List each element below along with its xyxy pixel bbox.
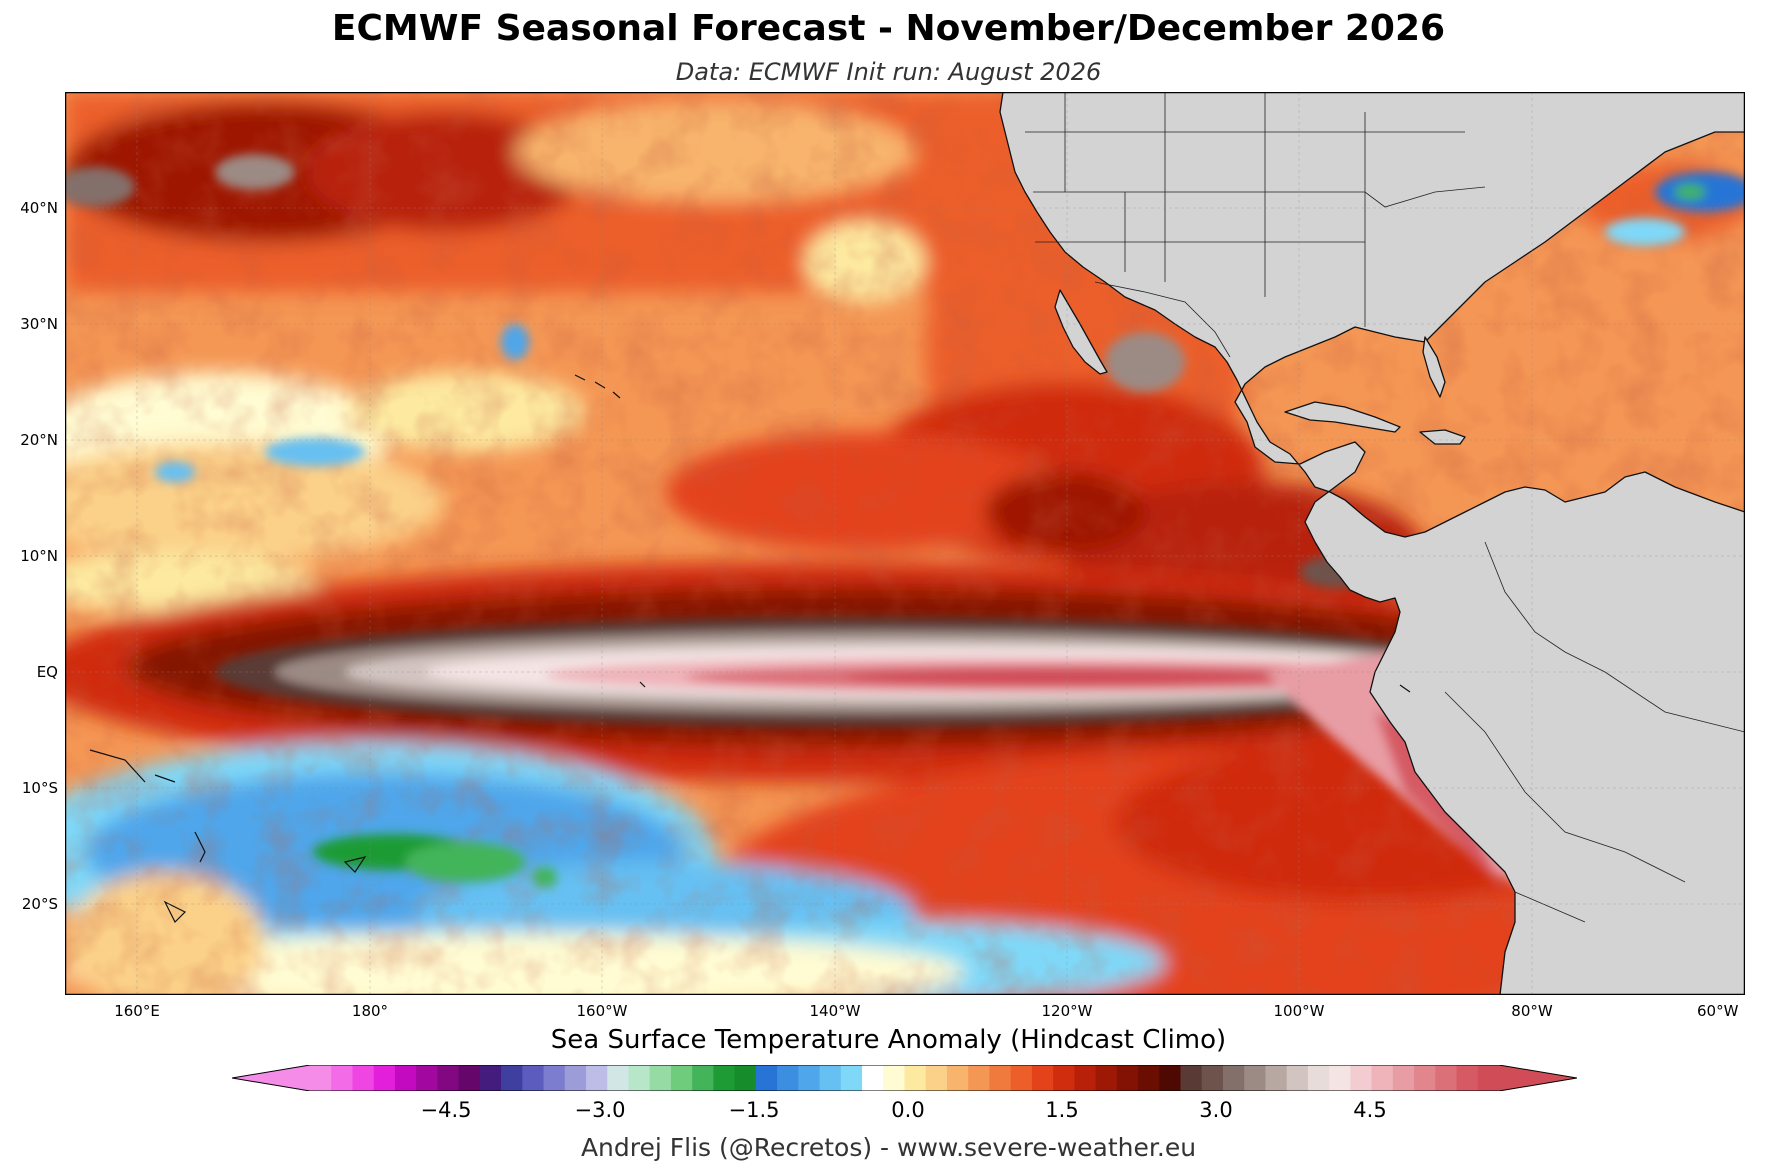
colorbar-segment [968, 1065, 991, 1091]
colorbar-segment [458, 1065, 481, 1091]
colorbar-segment [1031, 1065, 1054, 1091]
lon-label-180: 180° [351, 1002, 389, 1020]
colorbar-segment [437, 1065, 460, 1091]
colorbar-segment [352, 1065, 375, 1091]
lon-label-100w: 100°W [1273, 1002, 1325, 1020]
lat-label-20n: 20°N [20, 431, 58, 449]
colorbar-title: Sea Surface Temperature Anomaly (Hindcas… [550, 1025, 1227, 1055]
colorbar-segment [607, 1065, 630, 1091]
gridlines [65, 92, 1745, 995]
colorbar-segment [1392, 1065, 1415, 1091]
colorbar-segment [522, 1065, 545, 1091]
colorbar-segment [883, 1065, 906, 1091]
colorbar-segment [1435, 1065, 1458, 1091]
colorbar-segment [479, 1065, 502, 1091]
lon-label-120w: 120°W [1041, 1002, 1093, 1020]
colorbar-segment [1350, 1065, 1373, 1091]
lon-label-80w: 80°W [1511, 1002, 1553, 1020]
credit-text: Andrej Flis (@Recretos) - www.severe-wea… [580, 1133, 1197, 1162]
lon-label-140w: 140°W [809, 1002, 861, 1020]
colorbar-segment [946, 1065, 969, 1091]
lat-label-30n: 30°N [20, 315, 58, 333]
lat-label-40n: 40°N [20, 199, 58, 217]
map-subtitle: Data: ECMWF Init run: August 2026 [675, 58, 1102, 86]
colorbar-segment [798, 1065, 821, 1091]
colorbar-segment [692, 1065, 715, 1091]
colorbar-tick-4-5: 4.5 [1353, 1098, 1387, 1122]
lat-label-20s: 20°S [21, 895, 58, 913]
colorbar-segment [394, 1065, 417, 1091]
colorbar-segment [1307, 1065, 1330, 1091]
colorbar-tick-m3-0: −3.0 [574, 1098, 626, 1122]
colorbar-tick-1-5: 1.5 [1045, 1098, 1079, 1122]
colorbar-segment [1286, 1065, 1309, 1091]
colorbar [232, 1065, 1577, 1091]
colorbar-segment [755, 1065, 778, 1091]
colorbar-segment [1477, 1065, 1500, 1091]
map-title: ECMWF Seasonal Forecast - November/Decem… [331, 8, 1446, 49]
colorbar-segment [925, 1065, 948, 1091]
colorbar-tick-m1-5: −1.5 [728, 1098, 780, 1122]
lat-label-eq: EQ [36, 663, 58, 681]
borders [1025, 92, 1745, 923]
colorbar-segment [713, 1065, 736, 1091]
colorbar-segment [904, 1065, 927, 1091]
colorbar-extend-min [232, 1065, 310, 1091]
colorbar-segment [1116, 1065, 1139, 1091]
colorbar-segment [373, 1065, 396, 1091]
colorbar-segment [416, 1065, 438, 1091]
colorbar-segment [1053, 1065, 1075, 1091]
colorbar-segment [840, 1065, 863, 1091]
colorbar-segment [543, 1065, 566, 1091]
colorbar-segment [1201, 1065, 1224, 1091]
colorbar-segment [777, 1065, 799, 1091]
lat-label-10n: 10°N [20, 547, 58, 565]
colorbar-segment [628, 1065, 651, 1091]
land-masses [999, 92, 1745, 995]
sst-anomaly-map [65, 92, 1745, 995]
colorbar-segment [734, 1065, 757, 1091]
colorbar-segment [989, 1065, 1012, 1091]
colorbar-segment [1074, 1065, 1097, 1091]
lon-label-160w: 160°W [576, 1002, 628, 1020]
colorbar-segment [1222, 1065, 1245, 1091]
colorbar-segment [1414, 1065, 1436, 1091]
colorbar-tick-m4-5: −4.5 [420, 1098, 472, 1122]
colorbar-segment [331, 1065, 354, 1091]
colorbar-segment [819, 1065, 842, 1091]
colorbar-segment [670, 1065, 693, 1091]
colorbar-segment [1456, 1065, 1479, 1091]
colorbar-segment [1159, 1065, 1182, 1091]
colorbar-segment [1010, 1065, 1033, 1091]
colorbar-segment [501, 1065, 523, 1091]
colorbar-segment [586, 1065, 608, 1091]
colorbar-segment [1244, 1065, 1267, 1091]
colorbar-segment [1138, 1065, 1160, 1091]
colorbar-segment [649, 1065, 672, 1091]
colorbar-segment [310, 1065, 332, 1091]
colorbar-tick-0-0: 0.0 [891, 1098, 925, 1122]
colorbar-segment [1180, 1065, 1203, 1091]
colorbar-extend-max [1499, 1065, 1577, 1091]
colorbar-segment [862, 1065, 884, 1091]
pacific-islands [89, 374, 1411, 924]
colorbar-segment [1371, 1065, 1394, 1091]
lon-label-60w: 60°W [1697, 1002, 1739, 1020]
colorbar-tick-3-0: 3.0 [1199, 1098, 1233, 1122]
lat-label-10s: 10°S [21, 779, 58, 797]
lon-label-160e: 160°E [114, 1002, 160, 1020]
colorbar-segment [564, 1065, 587, 1091]
colorbar-segment [1329, 1065, 1351, 1091]
colorbar-segment [1265, 1065, 1288, 1091]
colorbar-segment [1095, 1065, 1118, 1091]
